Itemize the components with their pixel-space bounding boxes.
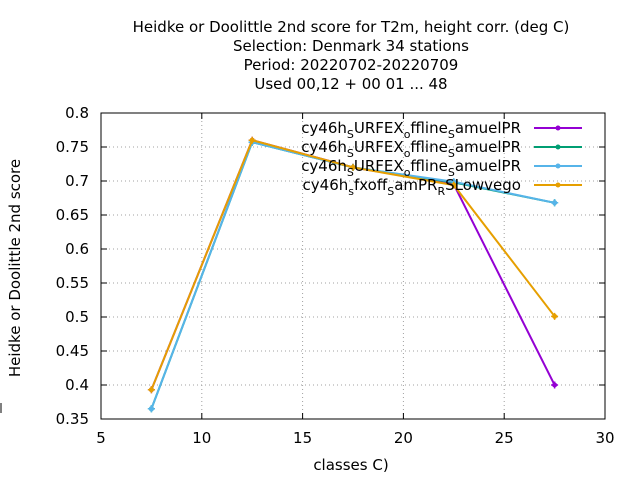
legend-label-subscript: S (448, 128, 455, 141)
legend-label: cy46hsfxoffSamPRRSLowvego (303, 176, 521, 198)
y-tick-label: 0.65 (56, 206, 89, 224)
legend-label-subscript: S (347, 128, 354, 141)
series (147, 136, 559, 413)
data-point-marker (147, 386, 155, 394)
legend-label-subscript: S (347, 166, 354, 179)
legend-label-subscript: S (347, 147, 354, 160)
chart-title: Heidke or Doolittle 2nd score for T2m, h… (133, 18, 570, 93)
legend-label-part: ffline (410, 138, 447, 156)
y-tick-label: 0.8 (65, 104, 89, 122)
legend-label-subscript: S (387, 185, 394, 198)
plot-frame (100, 112, 606, 420)
legend-label-subscript: S (448, 166, 455, 179)
grid (101, 113, 605, 419)
legend: cy46hSURFEXofflineSamuelPRcy46hSURFEXoff… (301, 119, 582, 198)
y-tick-label: 0.55 (56, 274, 89, 292)
legend-label-subscript: s (348, 185, 354, 198)
legend-label-subscript: S (448, 147, 455, 160)
x-tick-label: 5 (96, 429, 106, 447)
data-point-marker (551, 381, 559, 389)
legend-label-subscript: o (404, 128, 411, 141)
x-tick-label: 20 (394, 429, 413, 447)
legend-label-part: ffline (410, 157, 447, 175)
legend-label-part: cy46h (301, 157, 347, 175)
title-line-4: Used 00,12 + 00 01 ... 48 (254, 75, 447, 93)
y-tick-label: 0.6 (65, 240, 89, 258)
y-axis-label: Heidke or Doolittle 2nd score (6, 159, 24, 377)
legend-label-part: amPR (394, 176, 437, 194)
legend-label-part: amuelPR (455, 138, 521, 156)
legend-label-part: URFEX (354, 157, 404, 175)
legend-label-part: cy46h (301, 138, 347, 156)
data-point-marker (551, 199, 559, 207)
y-tick-label: 0.45 (56, 342, 89, 360)
x-tick-label: 25 (495, 429, 514, 447)
legend-label-part: fxoff (354, 176, 388, 194)
legend-label-subscript: o (404, 166, 411, 179)
y-tick-label: 0.7 (65, 172, 89, 190)
x-tick-label: 30 (595, 429, 614, 447)
x-tick-label: 15 (293, 429, 312, 447)
title-line-2: Selection: Denmark 34 stations (233, 37, 469, 55)
legend-marker (555, 144, 561, 150)
legend-label-part: cy46h (303, 176, 349, 194)
y-tick-label: 0.5 (65, 308, 89, 326)
legend-marker (555, 125, 561, 131)
title-line-1: Heidke or Doolittle 2nd score for T2m, h… (133, 18, 570, 36)
title-line-3: Period: 20220702-20220709 (244, 56, 459, 74)
data-point-marker (147, 405, 155, 413)
legend-entry-3: cy46hSURFEXofflineSamuelPR (301, 157, 582, 179)
legend-entry-4: cy46hsfxoffSamPRRSLowvego (303, 176, 582, 198)
y-tick-label: 0.75 (56, 138, 89, 156)
legend-label-part: amuelPR (455, 157, 521, 175)
legend-marker (555, 163, 561, 169)
legend-label-subscript: o (404, 147, 411, 160)
legend-entry-2: cy46hSURFEXofflineSamuelPR (301, 138, 582, 160)
legend-label-subscript: R (437, 185, 445, 198)
x-tick-label: 10 (192, 429, 211, 447)
x-axis-label: classes C) (313, 456, 388, 474)
data-point-marker (450, 181, 458, 189)
data-point-marker (248, 136, 256, 144)
legend-label-part: SLowvego (445, 176, 521, 194)
y-tick-label: 0.4 (65, 376, 89, 394)
legend-label: cy46hSURFEXofflineSamuelPR (301, 119, 521, 141)
series-4 (147, 136, 559, 394)
data-point-marker (551, 312, 559, 320)
data-point-marker (349, 163, 357, 171)
legend-label-part: ffline (410, 119, 447, 137)
legend-marker (555, 182, 561, 188)
legend-label: cy46hSURFEXofflineSamuelPR (301, 157, 521, 179)
legend-label-part: URFEX (354, 119, 404, 137)
legend-label-part: amuelPR (455, 119, 521, 137)
legend-label-part: URFEX (354, 138, 404, 156)
y-tick-label: 0.35 (56, 410, 89, 428)
legend-label: cy46hSURFEXofflineSamuelPR (301, 138, 521, 160)
legend-entry-1: cy46hSURFEXofflineSamuelPR (301, 119, 582, 141)
tick-labels: 5 10 15 20 25 30 0.35 0.4 0.45 0.5 0.55 0.6 0.65 0.7 0… (56, 104, 615, 447)
legend-label-part: cy46h (301, 119, 347, 137)
